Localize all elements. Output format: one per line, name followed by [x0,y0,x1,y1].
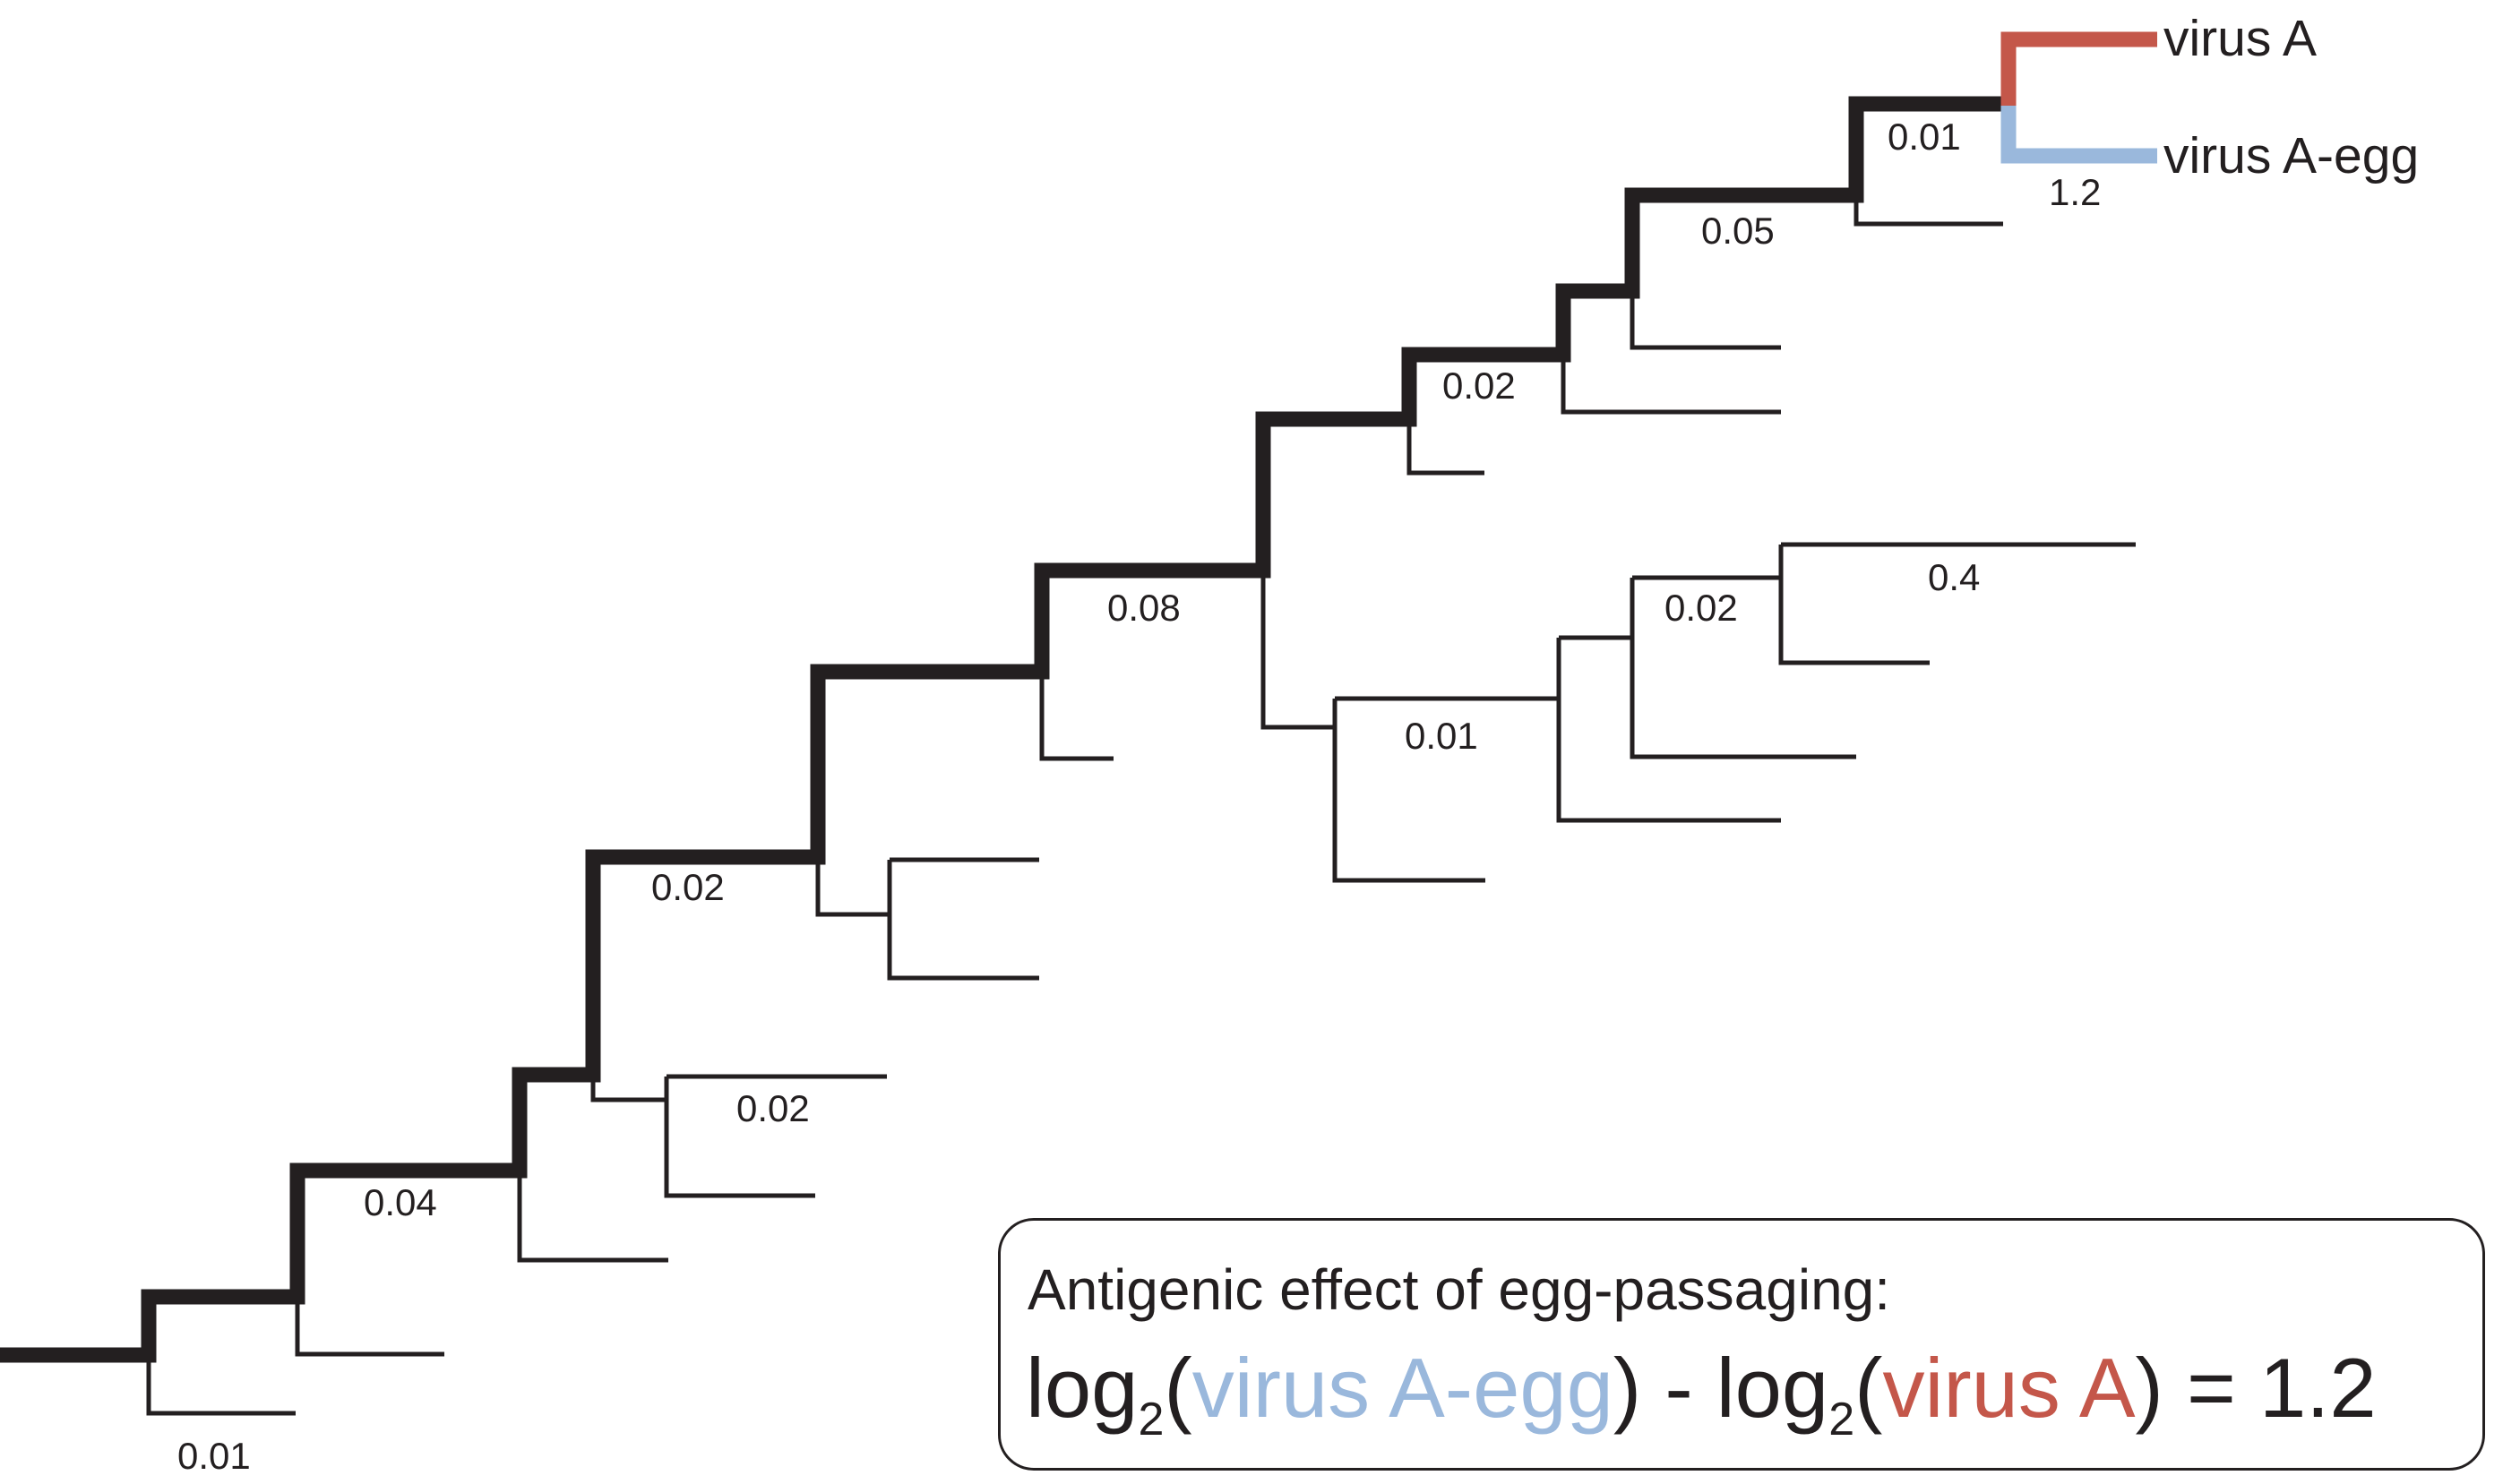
virus-a-egg-branch [2000,106,2157,164]
branch-length-label: 0.02 [1442,365,1516,407]
branch-length-label: 0.4 [1928,556,1980,598]
side-branch [1406,419,1484,476]
log-text: log [1026,1341,1139,1435]
log-text: log [1716,1341,1829,1435]
branch-length-label: 1.2 [2049,171,2101,213]
side-branch [146,1355,296,1416]
side-branch [1556,638,1781,823]
side-branch [1332,699,1485,883]
minus-text: ) - [1613,1341,1716,1435]
side-branch [1039,672,1114,761]
side-branch [590,1075,667,1102]
branch-length-label: 0.08 [1107,587,1181,629]
open-paren: ( [1854,1341,1883,1435]
side-branch [815,857,890,917]
side-branch [1561,355,1781,415]
open-paren: ( [1164,1341,1192,1435]
branch-length-label: 0.05 [1701,210,1775,252]
side-branch [1630,578,1856,759]
branch-length-label: 0.01 [177,1435,251,1477]
virus-a-egg-label: virus A-egg [2163,127,2419,184]
side-branch [1630,291,1781,350]
branch-length-label: 0.01 [1405,715,1478,757]
virus-a-label: virus A [2163,10,2317,67]
branch-length-label: 0.02 [651,866,725,908]
branch-length-label: 0.04 [364,1181,437,1223]
branch-length-label: 0.02 [1664,587,1738,629]
side-branch [664,1077,815,1198]
formula-equation: log2(virus A-egg) - log2(virus A) = 1.2 [1026,1341,2377,1443]
side-branch [1778,545,1930,665]
side-branch [1260,570,1335,730]
branch-length-label: 0.01 [1888,116,1961,158]
side-branch [887,860,1039,981]
log-base: 2 [1138,1394,1165,1445]
side-branch [517,1171,668,1263]
virus-a-egg-term: virus A-egg [1191,1341,1613,1435]
formula-heading: Antigenic effect of egg-passaging: [1028,1257,1891,1322]
branch-length-label: 0.02 [736,1087,810,1129]
virus-a-branch [2000,31,2157,107]
side-branch [295,1297,444,1357]
virus-a-term: virus A [1882,1341,2136,1435]
result-text: ) = 1.2 [2135,1341,2377,1435]
log-base: 2 [1828,1394,1855,1445]
side-branch [1854,195,2003,227]
trunk-path [0,96,2008,1363]
formula-callout: Antigenic effect of egg-passaging: log2(… [998,1218,2485,1471]
